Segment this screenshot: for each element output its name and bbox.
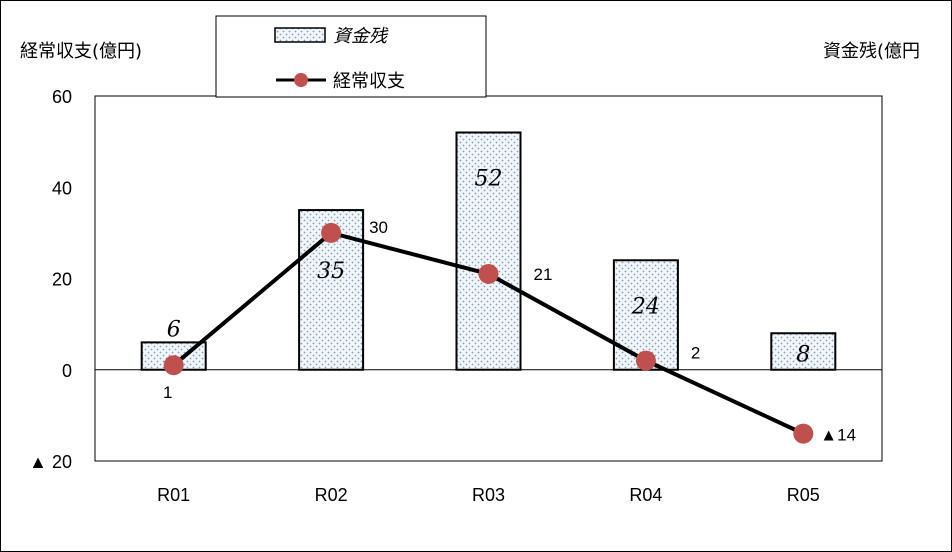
- line-point: [478, 263, 499, 284]
- line-point: [635, 350, 656, 371]
- bar: [455, 131, 522, 371]
- x-tick-label: R04: [629, 485, 662, 505]
- x-tick-label: R03: [472, 485, 505, 505]
- x-tick-label: R02: [315, 485, 348, 505]
- bar-data-label: 6: [167, 317, 181, 342]
- y-right-axis-title: 資金残(億円: [823, 41, 920, 62]
- line-point: [321, 222, 342, 243]
- legend: 資金残 経常収支: [215, 15, 487, 98]
- line-data-label: 30: [369, 218, 388, 237]
- x-tick-label: R05: [787, 485, 820, 505]
- legend-line-marker: [294, 73, 308, 87]
- bar-data-label: 52: [475, 167, 503, 192]
- bar: [770, 332, 837, 371]
- y-tick-label: 20: [52, 270, 72, 290]
- line-data-label: 21: [534, 265, 553, 284]
- legend-bar-swatch: [274, 27, 326, 43]
- y-tick-label: 0: [62, 361, 72, 381]
- line-data-label: 1: [163, 383, 172, 402]
- plot-layer: 60 40 20 0 ▲ 20 R01 R02 R03 R04 R05 6 35 52 24 8 1 30 21 2…: [29, 87, 882, 505]
- legend-line-label: 経常収支: [333, 71, 405, 92]
- legend-box: [215, 15, 487, 98]
- legend-bar-label: 資金残: [333, 26, 389, 47]
- bar-data-label: 24: [631, 294, 660, 319]
- y-tick-label: ▲ 20: [29, 452, 72, 472]
- bar-data-label: 8: [796, 342, 810, 367]
- line-point: [163, 355, 184, 376]
- line-data-label: ▲14: [820, 426, 856, 445]
- line-data-label: 2: [691, 344, 700, 363]
- line-point: [793, 423, 814, 444]
- y-left-axis-title: 経常収支(億円): [20, 41, 142, 62]
- y-tick-label: 60: [52, 87, 72, 107]
- bar-data-label: 35: [317, 259, 345, 284]
- y-tick-label: 40: [52, 178, 72, 198]
- x-tick-label: R01: [157, 485, 190, 505]
